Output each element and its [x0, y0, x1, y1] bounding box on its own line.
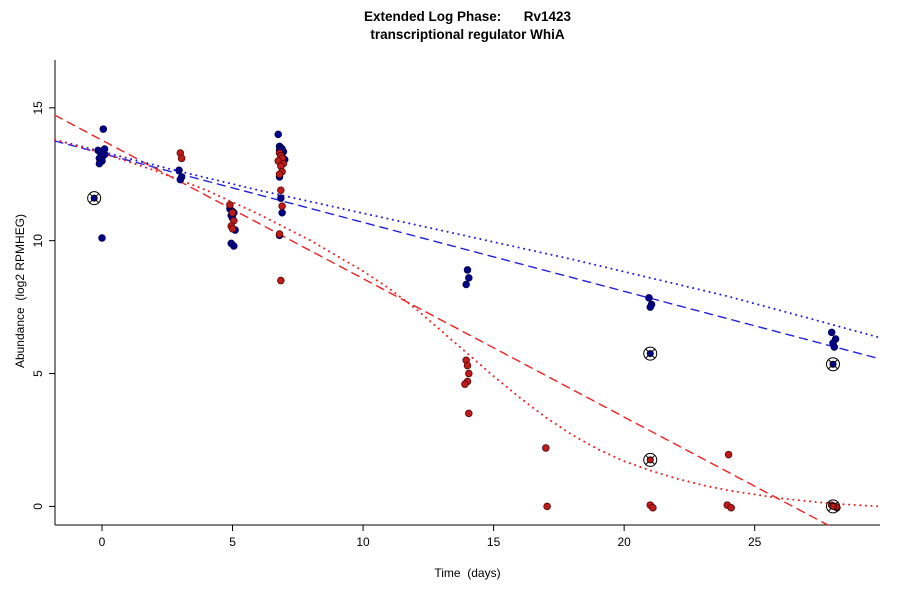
red-points: [275, 230, 284, 238]
red-points: [278, 202, 286, 210]
blue-circled-points-ring: [643, 346, 658, 361]
red-points: [649, 503, 657, 512]
blue-points: [462, 280, 470, 289]
x-tick-label: 25: [748, 535, 762, 549]
blue-points: [463, 266, 472, 274]
red-points: [277, 186, 285, 194]
blue-points: [274, 130, 282, 139]
blue-points: [278, 209, 286, 217]
chart-title: Extended Log Phase: Rv1423: [363, 9, 572, 24]
red-circled-points: [646, 456, 654, 464]
blue-points: [830, 343, 839, 351]
red-points: [177, 154, 186, 163]
y-tick-label: 15: [31, 101, 45, 115]
blue-dotted-fit: [54, 138, 881, 339]
red-points: [465, 369, 473, 378]
y-axis-label: Abundance (log2 RPMHEG): [13, 213, 27, 369]
red-points: [461, 380, 469, 388]
chart-subtitle: transcriptional regulator WhiA: [370, 27, 565, 42]
red-points: [277, 276, 285, 285]
red-points: [465, 409, 473, 418]
blue-circled-points-ring: [826, 357, 841, 372]
red-dashed-fit: [54, 114, 829, 526]
y-tick-label: 10: [31, 234, 45, 248]
x-tick-label: 15: [487, 535, 501, 549]
blue-points: [175, 166, 183, 175]
red-points: [542, 444, 550, 452]
blue-circled-points-ring: [87, 191, 102, 206]
blue-dashed-fit: [54, 140, 881, 360]
blue-points: [100, 145, 109, 153]
blue-points: [465, 274, 473, 282]
red-circled-points-ring: [643, 452, 658, 467]
y-tick-label: 0: [31, 503, 45, 510]
red-points: [226, 201, 234, 209]
blue-circled-points: [646, 350, 654, 358]
red-points: [275, 170, 284, 179]
red-points: [463, 361, 472, 370]
x-tick-label: 5: [229, 535, 236, 549]
blue-points: [646, 303, 655, 311]
blue-points: [645, 294, 653, 302]
red-circled-points-ring: [826, 499, 841, 514]
blue-points: [277, 194, 285, 202]
blue-points: [99, 125, 108, 133]
y-tick-label: 5: [31, 370, 45, 377]
red-points: [727, 503, 735, 512]
red-dotted-fit: [54, 138, 881, 508]
blue-points: [98, 234, 106, 242]
red-points: [724, 450, 733, 459]
x-tick-label: 0: [99, 535, 106, 549]
red-points: [228, 224, 237, 233]
x-tick-label: 10: [356, 535, 370, 549]
blue-points: [230, 242, 238, 250]
red-circled-points: [829, 502, 837, 510]
x-tick-label: 20: [617, 535, 631, 549]
blue-circled-points: [829, 360, 837, 368]
blue-points: [95, 159, 104, 168]
red-points: [543, 502, 551, 511]
x-axis-label: Time (days): [434, 566, 501, 580]
blue-points: [176, 175, 185, 184]
blue-circled-points: [90, 194, 98, 202]
red-points: [228, 209, 237, 217]
blue-points: [827, 328, 836, 337]
